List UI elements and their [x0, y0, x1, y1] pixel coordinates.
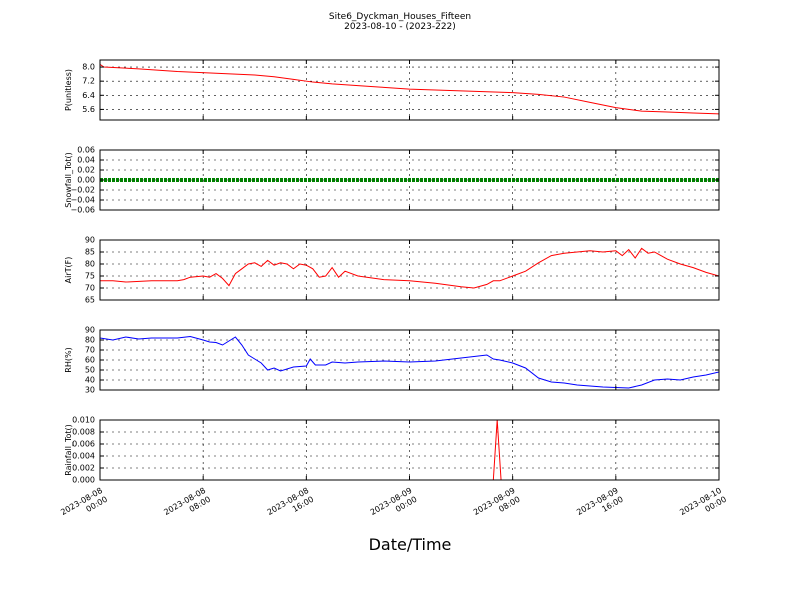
y-tick-label: 70 — [85, 284, 95, 293]
series-line-3 — [100, 247, 719, 289]
y-tick-label: 8.0 — [82, 63, 95, 72]
y-tick-label: 0.000 — [72, 476, 95, 485]
x-axis-label: Date/Time — [369, 535, 452, 554]
panel-2: −0.06−0.04−0.020.000.020.040.06 Snowfall_… — [64, 146, 720, 215]
y-tick-label: 65 — [85, 296, 95, 305]
y-tick-label: 7.2 — [82, 77, 95, 86]
y-tick-label: 0.004 — [72, 452, 95, 461]
y-tick-label: 75 — [85, 272, 95, 281]
panels: 5.66.47.28.0P(unitless)−0.06−0.04−0.020.… — [64, 59, 720, 485]
y-tick-label: 6.4 — [82, 91, 95, 100]
panel-3: 65 70 75 80 85 90 AirT(F) — [64, 236, 720, 305]
y-tick-label: −0.02 — [70, 186, 95, 195]
y-tick-label: 80 — [85, 260, 95, 269]
y-axis-label: Rainfall_Tot() — [64, 424, 73, 476]
y-tick-label: 0.00 — [77, 176, 95, 185]
y-tick-label: 90 — [85, 326, 95, 335]
series-line-4 — [100, 335, 719, 389]
y-tick-label: 0.010 — [72, 416, 95, 425]
y-tick-label: 0.006 — [72, 440, 95, 449]
y-tick-label: 40 — [85, 376, 95, 385]
y-tick-label: 0.02 — [77, 166, 95, 175]
y-tick-label: 0.002 — [72, 464, 95, 473]
y-tick-label: 0.06 — [77, 146, 95, 155]
y-tick-label: 80 — [85, 336, 95, 345]
y-tick-label: 5.6 — [82, 105, 95, 114]
y-tick-label: −0.04 — [70, 196, 95, 205]
y-tick-label: 70 — [85, 346, 95, 355]
figure-title-line1: Site6_Dyckman_Houses_Fifteen — [329, 12, 471, 22]
series-line-1 — [100, 63, 719, 115]
panel-5: 0.000 0.002 0.004 0.006 0.008 0.010Rainfall_T… — [64, 416, 720, 485]
y-tick-label: 60 — [85, 356, 95, 365]
y-tick-label: 50 — [85, 366, 95, 375]
y-axis-label: P(unitless) — [64, 69, 73, 111]
y-axis-label: RH(%) — [64, 347, 73, 372]
y-tick-label: 90 — [85, 236, 95, 245]
y-axis-label: AirT(F) — [64, 257, 73, 284]
y-tick-label: −0.06 — [70, 206, 95, 215]
y-axis-label: Snowfall_Tot() — [64, 152, 73, 208]
y-tick-label: 0.04 — [77, 156, 95, 165]
panel-1: 5.6 6.4 7.2 8.0 P(unitless) — [64, 59, 720, 121]
figure-subtitle-line2: 2023-08-10 - (2023-222) — [344, 22, 456, 32]
y-tick-label: 30 — [85, 386, 95, 395]
y-tick-label: 85 — [85, 248, 95, 257]
y-tick-label: 0.008 — [72, 428, 95, 437]
